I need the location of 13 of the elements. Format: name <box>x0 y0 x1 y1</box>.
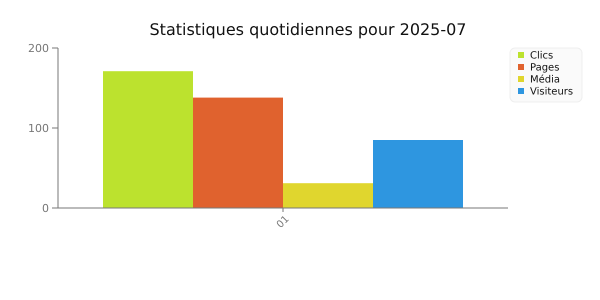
y-tick-label: 0 <box>42 202 49 215</box>
legend-label: Pages <box>530 62 560 74</box>
chart-title: Statistiques quotidiennes pour 2025-07 <box>150 20 466 39</box>
y-tick-label: 100 <box>28 122 49 135</box>
x-tick-label: 01 <box>274 214 292 231</box>
legend-label: Clics <box>530 50 554 62</box>
bar <box>103 71 193 208</box>
bar <box>193 98 283 208</box>
legend-label: Visiteurs <box>530 86 574 98</box>
y-tick-label: 200 <box>28 42 49 55</box>
bar <box>373 140 463 208</box>
legend-label: Média <box>530 74 560 86</box>
bar <box>283 183 373 208</box>
